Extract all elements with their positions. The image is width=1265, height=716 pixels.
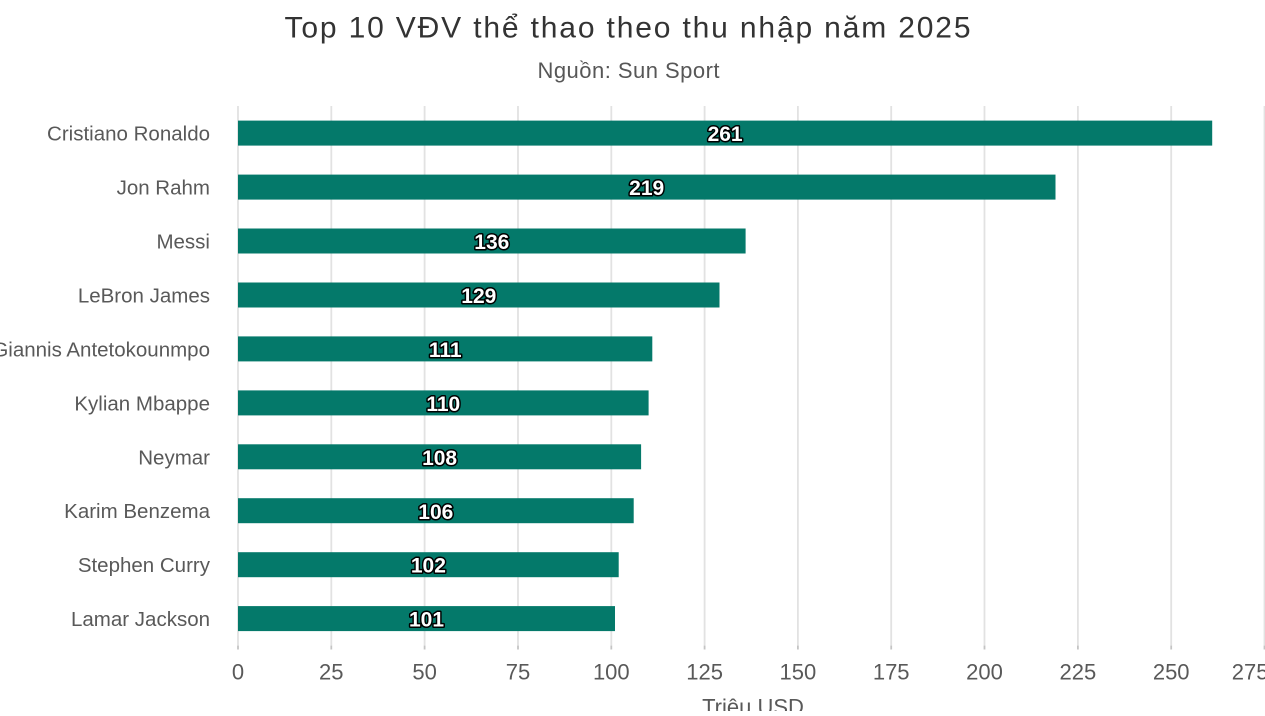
svg-text:Nguồn: Sun Sport: Nguồn: Sun Sport <box>538 58 720 83</box>
svg-text:25: 25 <box>319 660 343 685</box>
svg-text:219: 219 <box>629 177 664 200</box>
svg-text:129: 129 <box>461 285 496 308</box>
svg-text:LeBron James: LeBron James <box>78 285 210 308</box>
svg-text:200: 200 <box>966 660 1003 685</box>
svg-text:150: 150 <box>780 660 817 685</box>
svg-text:125: 125 <box>686 660 723 685</box>
svg-text:136: 136 <box>474 231 509 254</box>
svg-text:Triệu USD: Triệu USD <box>702 694 804 711</box>
svg-text:101: 101 <box>409 609 444 632</box>
svg-text:102: 102 <box>411 555 446 578</box>
svg-text:100: 100 <box>593 660 630 685</box>
svg-text:Giannis Antetokounmpo: Giannis Antetokounmpo <box>0 338 210 361</box>
svg-text:Lamar Jackson: Lamar Jackson <box>71 608 210 631</box>
svg-text:Cristiano Ronaldo: Cristiano Ronaldo <box>47 123 210 146</box>
svg-text:261: 261 <box>708 123 743 146</box>
svg-text:75: 75 <box>506 660 530 685</box>
svg-text:111: 111 <box>429 339 462 362</box>
svg-text:250: 250 <box>1153 660 1190 685</box>
svg-text:Top 10 VĐV thể thao theo thu n: Top 10 VĐV thể thao theo thu nhập năm 20… <box>285 12 971 45</box>
svg-text:Kylian Mbappe: Kylian Mbappe <box>74 392 210 415</box>
svg-text:Stephen Curry: Stephen Curry <box>78 554 211 577</box>
svg-text:110: 110 <box>426 393 460 416</box>
svg-text:Jon Rahm: Jon Rahm <box>117 177 210 200</box>
svg-text:Karim Benzema: Karim Benzema <box>64 500 210 523</box>
svg-text:225: 225 <box>1060 660 1097 685</box>
svg-text:Messi: Messi <box>156 231 210 254</box>
svg-text:50: 50 <box>412 660 436 685</box>
svg-text:Neymar: Neymar <box>138 446 210 469</box>
svg-text:0: 0 <box>232 660 244 685</box>
svg-text:275: 275 <box>1232 660 1265 685</box>
svg-text:175: 175 <box>873 660 910 685</box>
svg-text:106: 106 <box>418 501 453 524</box>
svg-text:108: 108 <box>422 447 457 470</box>
